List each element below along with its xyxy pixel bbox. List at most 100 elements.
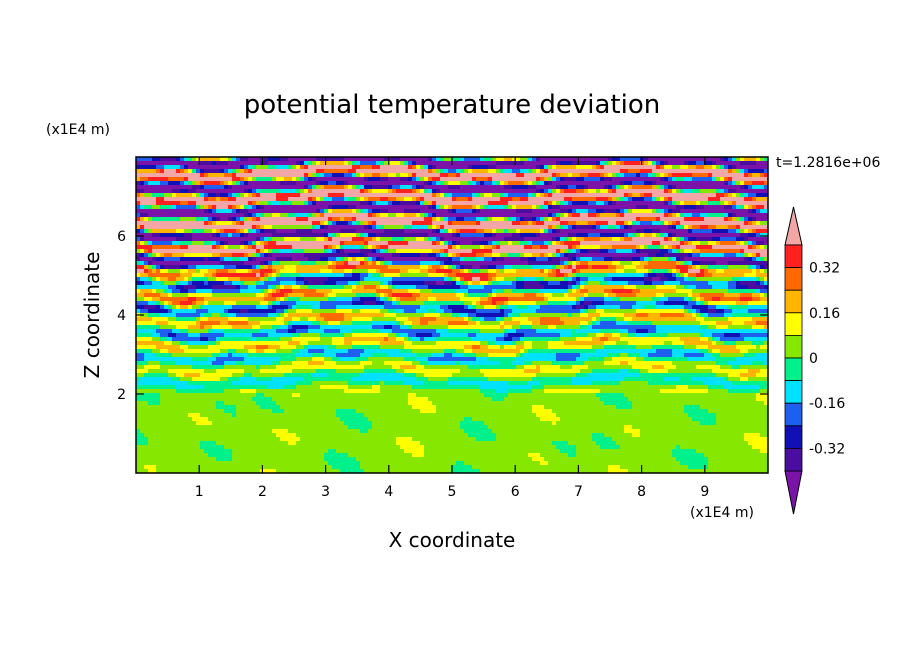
heatmap-cell bbox=[428, 265, 433, 270]
heatmap-cell bbox=[476, 281, 481, 286]
heatmap-cell bbox=[592, 205, 597, 210]
heatmap-cell bbox=[180, 233, 185, 238]
heatmap-cell bbox=[432, 157, 437, 162]
heatmap-cell bbox=[148, 265, 153, 270]
heatmap-cell bbox=[436, 241, 441, 246]
heatmap-cell bbox=[692, 245, 697, 250]
heatmap-cell bbox=[392, 257, 397, 262]
heatmap-cell bbox=[424, 269, 429, 274]
heatmap-cell bbox=[736, 229, 741, 234]
heatmap-cell bbox=[212, 201, 217, 206]
heatmap-cell bbox=[332, 177, 337, 182]
heatmap-cell bbox=[728, 193, 733, 198]
heatmap-cell bbox=[436, 177, 441, 182]
heatmap-cell bbox=[232, 237, 237, 242]
heatmap-cell bbox=[460, 277, 465, 282]
heatmap-cell bbox=[708, 273, 713, 278]
heatmap-cell bbox=[588, 241, 593, 246]
heatmap-cell bbox=[484, 177, 489, 182]
heatmap-cell bbox=[732, 253, 737, 258]
heatmap-cell bbox=[164, 205, 169, 210]
heatmap-cell bbox=[664, 245, 669, 250]
heatmap-cell bbox=[596, 229, 601, 234]
heatmap-cell bbox=[676, 233, 681, 238]
heatmap-cell bbox=[400, 213, 405, 218]
heatmap-cell bbox=[464, 189, 469, 194]
heatmap-cell bbox=[676, 189, 681, 194]
heatmap-cell bbox=[196, 193, 201, 198]
heatmap-cell bbox=[500, 237, 505, 242]
heatmap-cell bbox=[400, 261, 405, 266]
heatmap-cell bbox=[720, 245, 725, 250]
heatmap-cell bbox=[276, 265, 281, 270]
heatmap-cell bbox=[728, 205, 733, 210]
heatmap-cell bbox=[244, 273, 249, 278]
heatmap-cell bbox=[512, 233, 517, 238]
heatmap-cell bbox=[432, 241, 437, 246]
heatmap-cell bbox=[672, 193, 677, 198]
heatmap-cell bbox=[388, 165, 393, 170]
heatmap-cell bbox=[332, 249, 337, 254]
heatmap-cell bbox=[664, 189, 669, 194]
heatmap-cell bbox=[516, 193, 521, 198]
heatmap-cell bbox=[228, 265, 233, 270]
heatmap-cell bbox=[168, 157, 173, 162]
heatmap-cell bbox=[312, 273, 317, 278]
heatmap-cell bbox=[716, 177, 721, 182]
heatmap-cell bbox=[184, 225, 189, 230]
heatmap-cell bbox=[432, 201, 437, 206]
heatmap-cell bbox=[476, 229, 481, 234]
heatmap-cell bbox=[328, 165, 333, 170]
heatmap-cell bbox=[148, 241, 153, 246]
heatmap-cell bbox=[516, 245, 521, 250]
heatmap-cell bbox=[476, 201, 481, 206]
heatmap-cell bbox=[500, 209, 505, 214]
heatmap-cell bbox=[556, 213, 561, 218]
heatmap-cell bbox=[640, 229, 645, 234]
heatmap-cell bbox=[140, 161, 145, 166]
heatmap-cell bbox=[348, 241, 353, 246]
heatmap-cell bbox=[356, 181, 361, 186]
heatmap-cell bbox=[644, 225, 649, 230]
heatmap-cell bbox=[388, 213, 393, 218]
heatmap-cell bbox=[248, 265, 253, 270]
heatmap-cell bbox=[388, 197, 393, 202]
heatmap-cell bbox=[712, 269, 717, 274]
heatmap-cell bbox=[356, 161, 361, 166]
heatmap-cell bbox=[176, 173, 181, 178]
heatmap-cell bbox=[164, 237, 169, 242]
heatmap-cell bbox=[368, 205, 373, 210]
heatmap-cell bbox=[260, 177, 265, 182]
heatmap-cell bbox=[524, 241, 529, 246]
heatmap-cell bbox=[164, 189, 169, 194]
heatmap-cell bbox=[552, 237, 557, 242]
heatmap-cell bbox=[436, 237, 441, 242]
heatmap-cell bbox=[348, 169, 353, 174]
heatmap-cell bbox=[292, 221, 297, 226]
heatmap-cell bbox=[204, 233, 209, 238]
heatmap-cell bbox=[432, 213, 437, 218]
heatmap-cell bbox=[760, 273, 765, 278]
heatmap-cell bbox=[472, 265, 477, 270]
heatmap-cell bbox=[296, 237, 301, 242]
heatmap-cell bbox=[392, 277, 397, 282]
heatmap-cell bbox=[376, 261, 381, 266]
heatmap-cell bbox=[528, 213, 533, 218]
heatmap-cell bbox=[392, 261, 397, 266]
heatmap-cell bbox=[408, 169, 413, 174]
heatmap-cell bbox=[340, 193, 345, 198]
heatmap-cell bbox=[544, 157, 549, 162]
heatmap-cell bbox=[228, 185, 233, 190]
heatmap-cell bbox=[648, 233, 653, 238]
heatmap-cell bbox=[172, 161, 177, 166]
heatmap-cell bbox=[612, 237, 617, 242]
heatmap-cell bbox=[244, 221, 249, 226]
heatmap-cell bbox=[524, 181, 529, 186]
heatmap-cell bbox=[200, 213, 205, 218]
heatmap-cell bbox=[156, 261, 161, 266]
heatmap-cell bbox=[748, 193, 753, 198]
heatmap-cell bbox=[764, 221, 768, 226]
heatmap-cell bbox=[600, 261, 605, 266]
heatmap-cell bbox=[568, 277, 573, 282]
heatmap-cell bbox=[632, 205, 637, 210]
